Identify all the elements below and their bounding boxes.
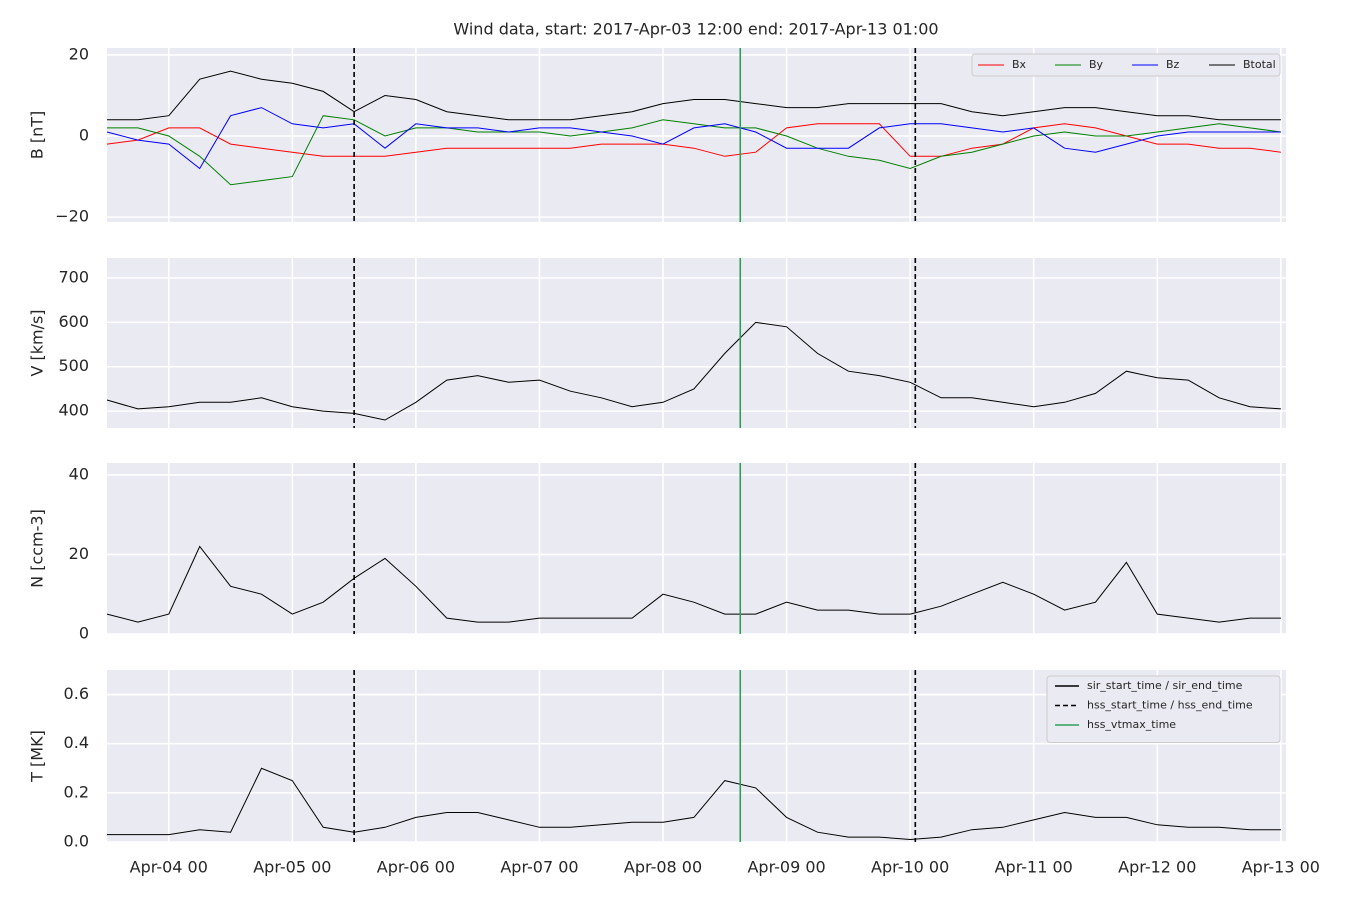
x-tick-label: Apr-13 00: [1242, 858, 1320, 877]
y-tick-label: 0.6: [64, 684, 89, 703]
legend: Bx By Bz Btotal: [971, 53, 1281, 77]
data-line: [107, 115, 1281, 186]
y-tick-label: 700: [58, 267, 89, 286]
y-tick-label: 20: [69, 544, 89, 563]
data-line: [106, 123, 1281, 157]
legend-label: By: [1089, 58, 1104, 71]
y-tick-label: 40: [69, 464, 89, 483]
y-tick-label: 0.2: [64, 782, 89, 801]
y-axis-label: V [km/s]: [28, 309, 47, 376]
y-tick-label: 0.4: [64, 733, 89, 752]
x-tick-label: Apr-06 00: [377, 858, 455, 877]
x-tick-label: Apr-12 00: [1118, 858, 1196, 877]
plot-background: [107, 463, 1286, 634]
y-tick-label: 400: [58, 401, 89, 420]
legend: sir_start_time / sir_end_time hss_start_t…: [1046, 675, 1281, 743]
legend-label: hss_start_time / hss_end_time: [1087, 699, 1253, 712]
legend-box: [971, 53, 1281, 77]
x-tick-label: Apr-11 00: [995, 858, 1073, 877]
y-axis-label: T [MK]: [28, 730, 47, 783]
y-tick-label: 0: [79, 624, 89, 643]
x-tick-label: Apr-05 00: [253, 858, 331, 877]
y-tick-label: 0: [79, 126, 89, 145]
x-tick-label: Apr-04 00: [130, 858, 208, 877]
legend-label: Bx: [1012, 58, 1027, 71]
x-tick-label: Apr-07 00: [500, 858, 578, 877]
legend-label: Btotal: [1243, 58, 1276, 71]
y-tick-label: 600: [58, 312, 89, 331]
y-tick-label: 20: [69, 44, 89, 63]
legend-box: [1046, 675, 1281, 743]
y-tick-label: 0.0: [64, 832, 89, 851]
legend-label: sir_start_time / sir_end_time: [1087, 679, 1243, 692]
x-tick-label: Apr-09 00: [747, 858, 825, 877]
legend-label: Bz: [1166, 58, 1180, 71]
plot-background: [107, 258, 1286, 428]
x-tick-label: Apr-08 00: [624, 858, 702, 877]
data-line: [106, 321, 1281, 421]
chart-title: Wind data, start: 2017-Apr-03 12:00 end:…: [453, 20, 938, 39]
y-axis-label: N [ccm-3]: [28, 509, 47, 588]
data-line: [106, 107, 1281, 170]
data-line: [107, 70, 1281, 121]
y-axis-label: B [nT]: [28, 111, 47, 159]
y-tick-label: 500: [58, 356, 89, 375]
data-line: [107, 767, 1281, 841]
x-tick-label: Apr-10 00: [871, 858, 949, 877]
data-line: [106, 545, 1281, 623]
y-tick-label: −20: [55, 207, 89, 226]
legend-label: hss_vtmax_time: [1087, 718, 1176, 731]
